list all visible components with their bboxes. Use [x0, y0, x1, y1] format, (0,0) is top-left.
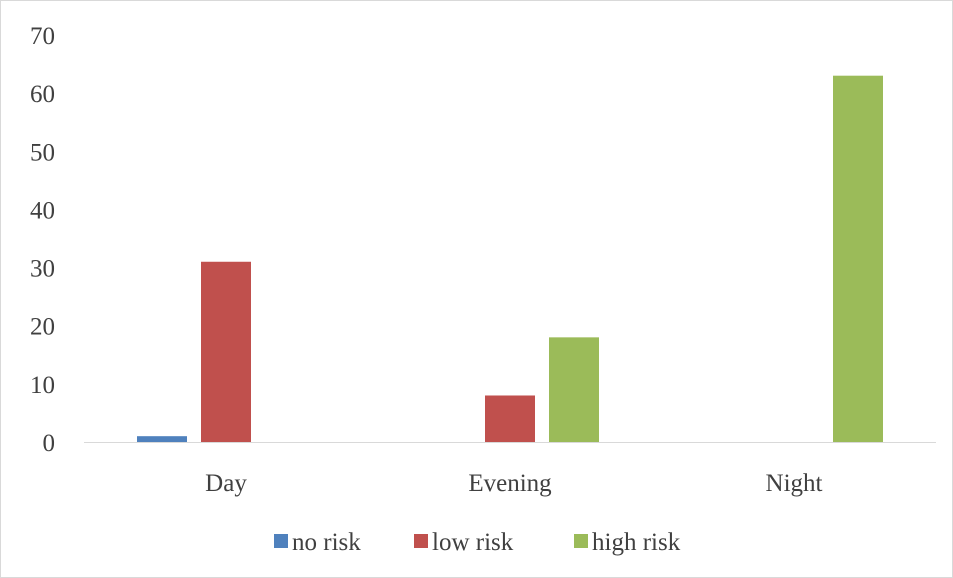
bar-night-high-risk	[833, 75, 883, 442]
x-category-label: Day	[205, 470, 247, 497]
y-tick-label: 20	[30, 314, 55, 341]
x-category-label: Evening	[468, 470, 552, 497]
bar-day-low-risk	[201, 261, 251, 442]
legend: no risk low risk high risk	[274, 529, 681, 556]
legend-swatch-high-risk	[574, 534, 588, 548]
legend-swatch-no-risk	[274, 534, 288, 548]
y-tick-label: 70	[30, 23, 55, 50]
legend-label: low risk	[432, 529, 514, 556]
bar-evening-high-risk	[549, 337, 599, 442]
y-tick-label: 0	[43, 430, 56, 457]
y-axis-ticks: 0 10 20 30 40 50 60 70	[30, 23, 55, 457]
bars	[137, 75, 883, 442]
legend-label: high risk	[592, 529, 681, 556]
bar-evening-low-risk	[485, 395, 535, 442]
legend-label: no risk	[292, 529, 361, 556]
bar-day-no-risk	[137, 436, 187, 442]
x-category-label: Night	[766, 470, 823, 497]
x-axis-labels: Day Evening Night	[205, 470, 822, 497]
y-tick-label: 40	[30, 197, 55, 224]
y-tick-label: 30	[30, 256, 55, 283]
y-tick-label: 60	[30, 81, 55, 108]
y-tick-label: 50	[30, 139, 55, 166]
legend-swatch-low-risk	[414, 534, 428, 548]
y-tick-label: 10	[30, 372, 55, 399]
